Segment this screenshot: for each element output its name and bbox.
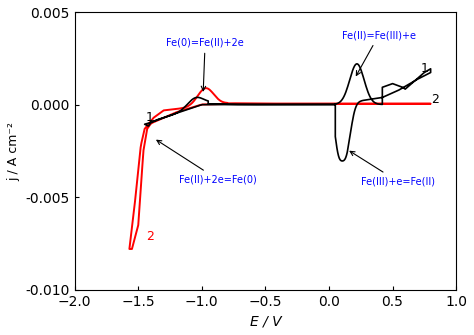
Text: Fe(II)=Fe(III)+e: Fe(II)=Fe(III)+e	[342, 30, 416, 75]
Text: Fe(III)+e=Fe(II): Fe(III)+e=Fe(II)	[350, 151, 435, 186]
Text: 2: 2	[431, 93, 438, 107]
Text: Fe(II)+2e=Fe(0): Fe(II)+2e=Fe(0)	[157, 140, 257, 185]
Text: 1: 1	[420, 62, 428, 75]
Text: Fe(0)=Fe(II)+2e: Fe(0)=Fe(II)+2e	[166, 38, 244, 91]
Text: 2: 2	[146, 230, 154, 243]
Y-axis label: j / A cm⁻²: j / A cm⁻²	[7, 122, 20, 181]
X-axis label: E / V: E / V	[250, 314, 281, 328]
Text: 1: 1	[146, 111, 154, 124]
